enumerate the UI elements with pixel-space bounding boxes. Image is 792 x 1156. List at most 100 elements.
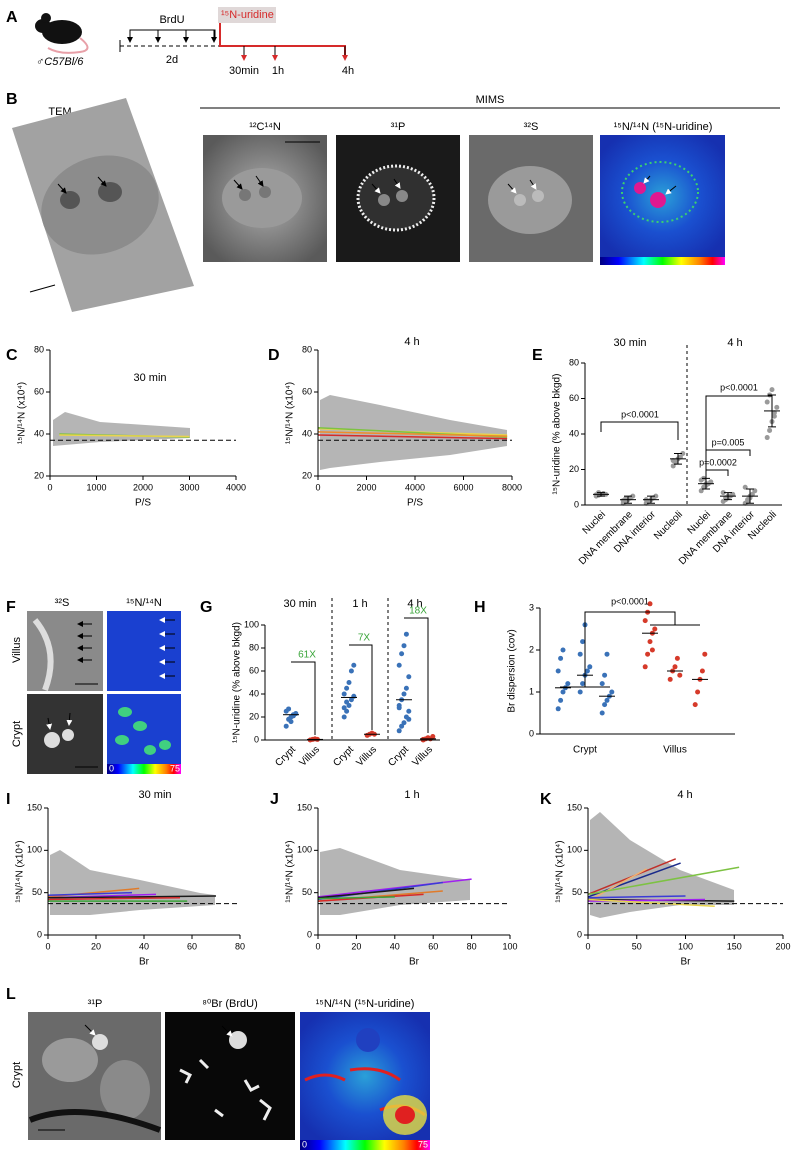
- data-point: [672, 664, 678, 670]
- data-point: [649, 647, 655, 653]
- image-label: ⁸⁰Br (BrdU): [202, 998, 258, 1010]
- data-point: [396, 705, 402, 711]
- data-point: [396, 728, 402, 734]
- data-point: [642, 618, 648, 624]
- data-point: [341, 714, 347, 720]
- x-axis-label: Br: [681, 957, 692, 968]
- y-tick-label: 20: [34, 470, 44, 480]
- data-point: [406, 708, 412, 714]
- y-tick-label: 0: [574, 499, 579, 509]
- data-point: [604, 651, 610, 657]
- x-tick-label: 0: [585, 941, 590, 951]
- data-point: [344, 685, 350, 691]
- scale-label: 75: [170, 763, 180, 773]
- fold-label: 18X: [409, 606, 427, 617]
- data-point: [346, 680, 352, 685]
- x-tick-label: Nucleoli: [652, 509, 685, 542]
- data-point: [647, 639, 653, 645]
- row-label: Crypt: [11, 721, 23, 747]
- data-point: [344, 699, 350, 705]
- panel-label: G: [200, 599, 212, 616]
- y-tick-label: 20: [249, 711, 259, 721]
- y-tick-label: 100: [27, 845, 42, 855]
- ratio-image: [300, 1012, 430, 1150]
- point-cloud: [50, 850, 215, 915]
- y-tick-label: 0: [577, 929, 582, 939]
- data-point: [577, 689, 583, 695]
- y-axis-label: ¹⁵N-uridine (% above bkgd): [232, 622, 243, 743]
- data-point: [699, 668, 705, 674]
- panel-label: L: [6, 986, 16, 1003]
- br-image: [165, 1012, 295, 1140]
- y-tick-label: 150: [297, 802, 312, 812]
- y-tick-label: 150: [27, 802, 42, 812]
- data-point: [771, 410, 777, 416]
- data-point: [560, 689, 566, 695]
- x-tick-label: 80: [235, 941, 245, 951]
- y-tick-label: 60: [34, 386, 44, 396]
- data-point: [670, 458, 676, 464]
- fit-line: [317, 878, 472, 898]
- data-point: [555, 706, 561, 712]
- y-tick-label: 0: [254, 734, 259, 744]
- bracket: [600, 421, 679, 440]
- data-point: [774, 404, 780, 410]
- group-label: Villus: [663, 745, 687, 756]
- fit-line: [317, 431, 508, 437]
- y-tick-label: 0: [529, 728, 534, 738]
- data-point: [406, 716, 412, 722]
- bracket: [129, 29, 216, 40]
- x-tick-label: 3000: [179, 482, 199, 492]
- fit-line: [59, 434, 190, 438]
- fit-line: [587, 868, 647, 902]
- y-tick-label: 80: [249, 642, 259, 652]
- data-point: [430, 734, 436, 740]
- x-tick-label: Crypt: [331, 744, 356, 769]
- data-point: [702, 651, 708, 657]
- panel-label: E: [532, 347, 543, 364]
- x-tick-label: 6000: [453, 482, 473, 492]
- x-tick-label: 50: [632, 941, 642, 951]
- mouse-icon: [35, 13, 89, 54]
- panel-label: A: [6, 9, 18, 26]
- y-tick-label: 2: [529, 644, 534, 654]
- panel-label: F: [6, 599, 16, 616]
- scale-label: 75: [418, 1139, 428, 1149]
- data-point: [720, 490, 726, 496]
- data-point: [667, 676, 673, 682]
- data-point: [604, 697, 610, 703]
- data-point: [283, 723, 289, 729]
- group-title: 4 h: [727, 337, 742, 349]
- data-point: [695, 689, 701, 695]
- fold-label: 61X: [298, 650, 316, 661]
- mims-image: [336, 135, 460, 262]
- data-point: [351, 693, 357, 699]
- crypt-image: [27, 694, 103, 774]
- data-point: [555, 668, 561, 674]
- data-point: [680, 451, 686, 457]
- data-point: [420, 736, 426, 742]
- y-tick-label: 60: [302, 386, 312, 396]
- x-axis-label: Br: [409, 957, 420, 968]
- data-point: [290, 713, 296, 719]
- y-tick-label: 80: [302, 344, 312, 354]
- group-title: 1 h: [352, 598, 367, 610]
- y-tick-label: 0: [307, 929, 312, 939]
- x-tick-label: 100: [502, 941, 517, 951]
- x-tick-label: 150: [727, 941, 742, 951]
- data-point: [403, 631, 409, 637]
- data-point: [677, 672, 683, 678]
- x-tick-label: 100: [678, 941, 693, 951]
- data-point: [587, 664, 593, 670]
- data-point: [771, 413, 777, 419]
- x-tick-label: 0: [315, 941, 320, 951]
- x-tick-label: Villus: [354, 744, 379, 769]
- data-point: [609, 689, 615, 695]
- x-tick-label: 20: [91, 941, 101, 951]
- data-point: [764, 399, 770, 405]
- x-tick-label: 4000: [405, 482, 425, 492]
- x-tick-label: Villus: [297, 744, 322, 769]
- p-value: p<0.0001: [611, 596, 649, 606]
- x-tick-label: 8000: [502, 482, 522, 492]
- data-point: [745, 497, 751, 503]
